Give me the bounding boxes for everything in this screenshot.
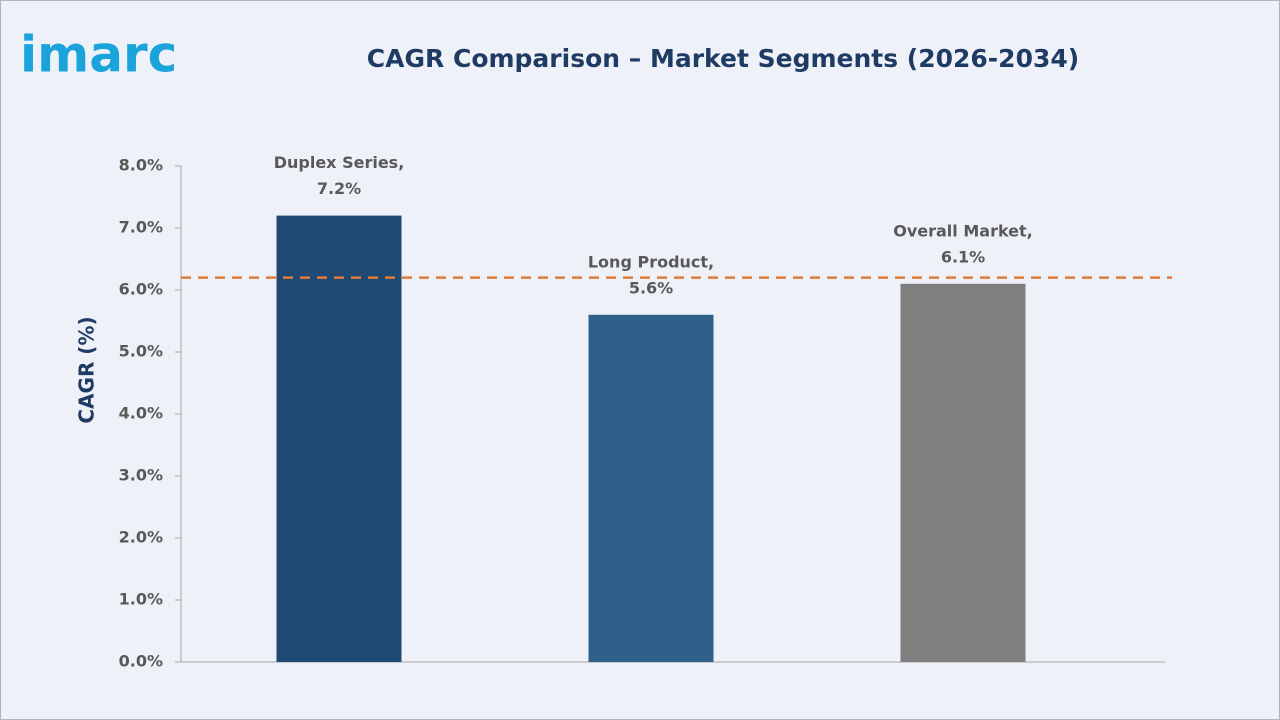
y-tick-label: 6.0% [119, 280, 163, 299]
data-label-category: Overall Market, [893, 221, 1033, 240]
y-tick-label: 7.0% [119, 218, 163, 237]
bar [900, 283, 1026, 662]
y-tick-label: 1.0% [119, 590, 163, 609]
y-axis-label: CAGR (%) [75, 316, 99, 423]
y-tick-label: 2.0% [119, 528, 163, 547]
data-label-category: Long Product, [588, 252, 714, 271]
chart-title: CAGR Comparison – Market Segments (2026-… [367, 44, 1079, 73]
bar [588, 314, 714, 662]
data-label-category: Duplex Series, [274, 153, 405, 172]
logo: imarc [20, 26, 177, 84]
y-tick-label: 3.0% [119, 466, 163, 485]
y-tick-label: 8.0% [119, 156, 163, 175]
y-tick-label: 5.0% [119, 342, 163, 361]
y-tick-label: 4.0% [119, 404, 163, 423]
y-tick-label: 0.0% [119, 652, 163, 671]
bar [276, 215, 402, 662]
data-label: 6.1% [941, 247, 985, 266]
data-label: 5.6% [629, 278, 673, 297]
data-label: 7.2% [317, 179, 361, 198]
